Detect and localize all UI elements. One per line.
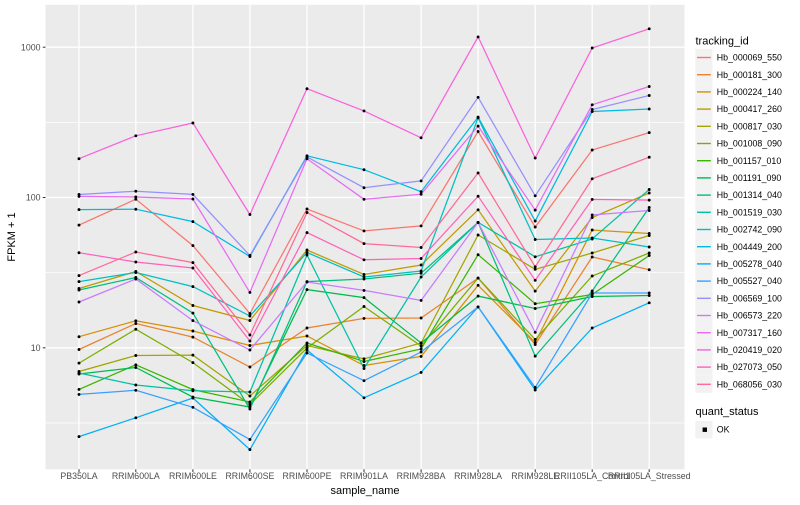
- svg-text:10: 10: [31, 343, 41, 353]
- svg-text:Hb_007317_160: Hb_007317_160: [717, 328, 782, 338]
- svg-text:RRIM600PE: RRIM600PE: [283, 471, 332, 481]
- svg-text:Hb_001314_040: Hb_001314_040: [717, 190, 782, 200]
- svg-text:Hb_000069_550: Hb_000069_550: [717, 53, 782, 63]
- svg-text:FPKM + 1: FPKM + 1: [6, 212, 18, 261]
- svg-text:RRIM600SE: RRIM600SE: [225, 471, 274, 481]
- svg-text:quant_status: quant_status: [696, 406, 759, 418]
- svg-text:sample_name: sample_name: [330, 485, 399, 497]
- svg-text:Hb_005278_040: Hb_005278_040: [717, 259, 782, 269]
- svg-text:RRIM901LA: RRIM901LA: [340, 471, 388, 481]
- svg-text:Hb_001519_030: Hb_001519_030: [717, 207, 782, 217]
- svg-text:Hb_000817_030: Hb_000817_030: [717, 121, 782, 131]
- svg-text:RRIM600LA: RRIM600LA: [112, 471, 160, 481]
- svg-text:tracking_id: tracking_id: [696, 36, 749, 48]
- svg-text:Hb_001008_090: Hb_001008_090: [717, 139, 782, 149]
- svg-text:RRIM600LE: RRIM600LE: [169, 471, 217, 481]
- svg-text:Hb_004449_200: Hb_004449_200: [717, 242, 782, 252]
- svg-text:Hb_001157_010: Hb_001157_010: [717, 156, 782, 166]
- svg-text:Hb_002742_090: Hb_002742_090: [717, 225, 782, 235]
- svg-text:Hb_000417_260: Hb_000417_260: [717, 104, 782, 114]
- svg-text:Hb_006573_220: Hb_006573_220: [717, 311, 782, 321]
- svg-text:OK: OK: [717, 425, 730, 435]
- svg-text:100: 100: [26, 193, 41, 203]
- svg-text:Hb_020419_020: Hb_020419_020: [717, 345, 782, 355]
- svg-text:Hb_027073_050: Hb_027073_050: [717, 362, 782, 372]
- svg-text:PB350LA: PB350LA: [60, 471, 97, 481]
- svg-text:RRIM928BA: RRIM928BA: [397, 471, 446, 481]
- svg-text:Hb_006569_100: Hb_006569_100: [717, 293, 782, 303]
- svg-text:Hb_000181_300: Hb_000181_300: [717, 70, 782, 80]
- svg-text:RRIM928LA: RRIM928LA: [454, 471, 502, 481]
- svg-text:RRII105LA_Control: RRII105LA_Control: [554, 471, 630, 481]
- svg-text:1000: 1000: [21, 42, 41, 52]
- svg-text:Hb_005527_040: Hb_005527_040: [717, 276, 782, 286]
- svg-text:RRII105LA_Stressed: RRII105LA_Stressed: [608, 471, 691, 481]
- svg-text:Hb_001191_090: Hb_001191_090: [717, 173, 782, 183]
- svg-text:RRIM928LE: RRIM928LE: [511, 471, 559, 481]
- svg-text:Hb_068056_030: Hb_068056_030: [717, 379, 782, 389]
- svg-text:Hb_000224_140: Hb_000224_140: [717, 87, 782, 97]
